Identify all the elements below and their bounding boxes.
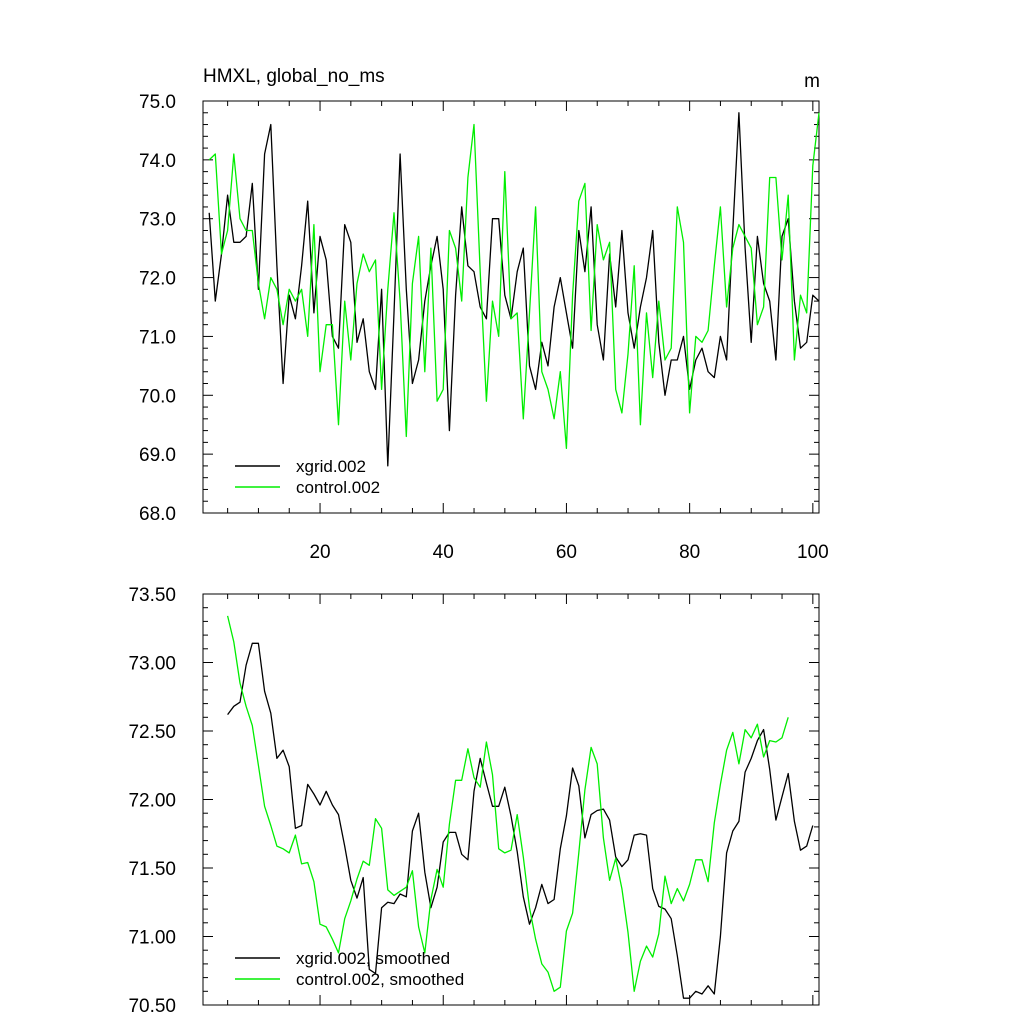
top-panel-units: m — [804, 71, 820, 92]
top-legend-label: control.002 — [296, 478, 380, 497]
top-y-tick-label: 73.0 — [139, 210, 176, 231]
bottom-panel: 70.50 71.00 71.50 72.00 72.50 73.00 73.50 xgrid… — [128, 585, 820, 1017]
bottom-legend-label: xgrid.002, smoothed — [296, 949, 450, 968]
top-x-tick-label: 100 — [797, 542, 829, 563]
bottom-y-tick-label: 72.50 — [128, 722, 176, 743]
bottom-legend-label: control.002, smoothed — [296, 970, 464, 989]
top-y-tick-label: 72.0 — [139, 269, 176, 290]
top-x-tick-label: 40 — [433, 542, 454, 563]
top-y-tick-label: 70.0 — [139, 386, 176, 407]
bottom-y-tick-label: 73.00 — [128, 654, 176, 675]
top-x-tick-label: 20 — [309, 542, 330, 563]
bottom-series-line-xgrid — [227, 642, 814, 999]
top-y-tick-label: 68.0 — [139, 504, 176, 525]
bottom-y-tick-label: 71.50 — [128, 859, 176, 880]
top-y-tick-label: 74.0 — [139, 151, 176, 172]
top-y-tick-label: 69.0 — [139, 445, 176, 466]
top-plot-frame — [202, 100, 820, 514]
top-series-line-xgrid — [208, 112, 820, 467]
top-y-tick-label: 71.0 — [139, 327, 176, 348]
top-y-tick-label: 75.0 — [139, 92, 176, 113]
bottom-series-line-control — [226, 615, 789, 992]
top-panel-title: HMXL, global_no_ms — [203, 66, 385, 87]
top-panel: HMXL, global_no_ms m 68.0 69.0 70.0 71.0 72.… — [139, 66, 829, 563]
bottom-y-tick-label: 73.50 — [128, 585, 176, 606]
bottom-y-tick-label: 71.00 — [128, 928, 176, 949]
bottom-y-tick-label: 72.00 — [128, 791, 176, 812]
top-legend-label: xgrid.002 — [296, 457, 366, 476]
top-x-tick-label: 80 — [679, 542, 700, 563]
bottom-plot-frame — [202, 593, 820, 1006]
bottom-y-tick-label: 70.50 — [128, 996, 176, 1017]
top-x-tick-label: 60 — [556, 542, 577, 563]
top-series-line-control — [208, 112, 820, 449]
